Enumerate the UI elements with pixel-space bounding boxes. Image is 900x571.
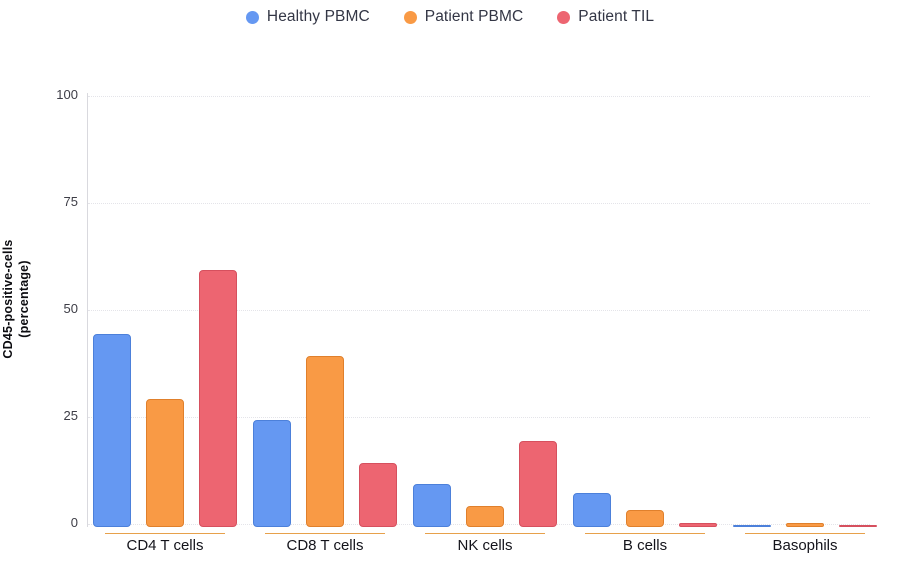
bar-group-b-cells (573, 99, 717, 527)
bar-healthy-pbmc-basophils (733, 524, 771, 527)
bar-healthy-pbmc-b-cells (573, 492, 611, 527)
legend-label: Healthy PBMC (266, 8, 370, 25)
y-tick-label-50: 50 (63, 301, 78, 316)
bar-healthy-pbmc-cd8-t-cells (253, 420, 291, 527)
bar-patient-pbmc-cd8-t-cells (306, 355, 344, 527)
legend-item-healthy-pbmc[interactable]: Healthy PBMC (245, 8, 370, 26)
y-tick-label-100: 100 (56, 87, 78, 102)
x-axis-underline-cd4-t-cells (105, 533, 225, 534)
x-axis-underline-basophils (745, 533, 865, 534)
y-tick-label-25: 25 (63, 408, 78, 423)
bar-group-basophils (733, 99, 877, 527)
x-axis-underline-nk-cells (425, 533, 545, 534)
bar-patient-til-b-cells (679, 522, 717, 527)
bar-patient-til-cd8-t-cells (359, 462, 397, 527)
x-axis-underline-cd8-t-cells (265, 533, 385, 534)
bar-group-nk-cells (413, 99, 557, 527)
bar-patient-pbmc-basophils (786, 522, 824, 527)
legend-circle-icon (245, 10, 259, 24)
y-axis-line (87, 93, 88, 527)
bar-group-cd8-t-cells (253, 99, 397, 527)
y-axis-title-line1: CD45-positive-cells (1, 239, 15, 359)
bar-healthy-pbmc-nk-cells (413, 484, 451, 527)
gridline-50 (88, 310, 870, 311)
y-tick-label-75: 75 (63, 194, 78, 209)
plot-area (88, 96, 880, 527)
bar-patient-pbmc-nk-cells (466, 505, 504, 527)
bar-patient-til-nk-cells (519, 441, 557, 527)
legend-label: Patient PBMC (424, 8, 524, 25)
gridline-75 (88, 203, 870, 204)
bar-patient-pbmc-b-cells (626, 509, 664, 527)
legend-item-patient-til[interactable]: Patient TIL (557, 8, 654, 26)
bar-group-cd4-t-cells (93, 99, 237, 527)
y-tick-label-0: 0 (70, 515, 78, 530)
x-axis-label-cd8-t-cells: CD8 T cells (286, 537, 364, 554)
bar-patient-til-cd4-t-cells (199, 270, 237, 527)
legend-label: Patient TIL (578, 8, 655, 25)
x-axis-label-cd4-t-cells: CD4 T cells (126, 537, 204, 554)
legend-circle-icon (557, 10, 571, 24)
x-axis-label-b-cells: B cells (622, 537, 668, 554)
bar-patient-til-basophils (839, 525, 877, 527)
gridline-25 (88, 417, 870, 418)
bar-healthy-pbmc-cd4-t-cells (93, 334, 131, 527)
x-axis-label-nk-cells: NK cells (457, 537, 513, 554)
legend-item-patient-pbmc[interactable]: Patient PBMC (403, 8, 524, 26)
x-axis-label-basophils: Basophils (772, 537, 838, 554)
legend-circle-icon (403, 10, 417, 24)
bar-patient-pbmc-cd4-t-cells (146, 398, 184, 527)
chart-legend: Healthy PBMC Patient PBMC Patient TIL (0, 8, 900, 26)
x-axis-underline-b-cells (585, 533, 705, 534)
gridline-100 (88, 96, 870, 97)
